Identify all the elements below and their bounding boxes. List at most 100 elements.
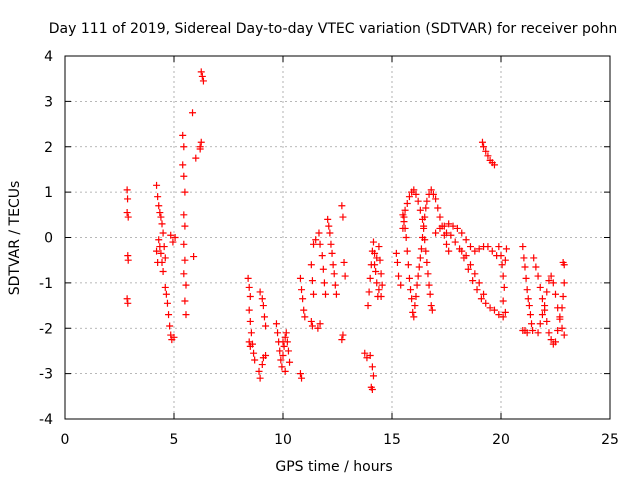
data-point [319, 265, 327, 273]
data-point [524, 295, 532, 303]
data-point [124, 213, 132, 221]
data-point [327, 240, 335, 248]
axis-ticks: 0 5 10 15 20 25 -4 -3 -2 -1 0 1 2 3 4 [39, 49, 619, 448]
data-point [547, 272, 555, 280]
data-point [445, 220, 453, 228]
data-point [166, 322, 174, 330]
x-tick-label: 25 [601, 432, 619, 448]
data-point [247, 329, 255, 337]
data-point [405, 274, 413, 282]
data-point [341, 272, 349, 280]
data-point [167, 231, 175, 239]
data-point [529, 327, 537, 335]
data-point [159, 268, 167, 276]
data-point [180, 172, 188, 180]
data-point [197, 138, 205, 146]
data-point [401, 206, 409, 214]
data-point [179, 161, 187, 169]
data-point [412, 190, 420, 198]
x-axis-label: GPS time / hours [275, 459, 392, 475]
data-point [158, 220, 166, 228]
data-point [484, 243, 492, 251]
data-point [316, 240, 324, 248]
data-point [296, 274, 304, 282]
data-point [413, 281, 421, 289]
data-point [377, 270, 385, 278]
data-point [159, 229, 167, 237]
data-point [451, 238, 459, 246]
data-point [462, 252, 470, 260]
data-point [307, 261, 315, 269]
data-point [180, 240, 188, 248]
data-point [425, 281, 433, 289]
data-point [528, 320, 536, 328]
data-point [278, 363, 286, 371]
x-tick-label: 0 [61, 432, 70, 448]
data-point [325, 222, 333, 230]
data-point [422, 247, 430, 255]
data-point [426, 290, 434, 298]
data-point [326, 229, 334, 237]
data-point [312, 236, 320, 244]
data-point [477, 295, 485, 303]
data-point [157, 213, 165, 221]
data-point [372, 268, 380, 276]
data-point [480, 143, 488, 151]
data-point [424, 270, 432, 278]
data-point [552, 338, 559, 346]
data-point [402, 234, 410, 241]
data-point [155, 202, 163, 210]
data-point [179, 131, 187, 139]
data-point [410, 313, 418, 321]
data-point [332, 290, 340, 298]
data-point [368, 386, 376, 394]
plot-frame [64, 55, 611, 420]
data-point [153, 181, 161, 189]
data-point [190, 253, 198, 261]
data-point [366, 274, 374, 282]
data-point [197, 68, 205, 76]
data-point [495, 243, 503, 251]
data-point [329, 261, 337, 269]
data-point [543, 317, 551, 325]
data-point [423, 258, 431, 266]
data-point [371, 261, 379, 269]
data-point [482, 147, 490, 155]
y-tick-label: -4 [39, 412, 53, 428]
data-point [458, 247, 466, 255]
data-point [534, 329, 542, 337]
data-point [475, 279, 483, 287]
y-tick-label: -3 [39, 367, 53, 383]
data-point [162, 290, 170, 298]
data-point [277, 356, 285, 364]
data-point [421, 236, 429, 244]
data-point [432, 195, 440, 203]
data-point [182, 281, 190, 289]
data-point [368, 363, 376, 371]
data-point [393, 258, 401, 266]
data-point [192, 154, 200, 162]
data-point [157, 249, 165, 257]
data-point [155, 236, 163, 244]
data-point [547, 336, 555, 344]
data-point [486, 304, 494, 312]
data-point [499, 297, 507, 305]
data-point [282, 329, 290, 337]
data-point [245, 338, 253, 346]
data-point [180, 211, 188, 219]
data-point [464, 265, 472, 273]
data-point [196, 145, 204, 153]
data-point [545, 329, 553, 337]
data-point [397, 281, 405, 289]
data-point [375, 286, 383, 294]
data-point [536, 320, 544, 328]
data-point [300, 306, 308, 314]
data-point [519, 243, 527, 251]
data-point [161, 254, 169, 262]
data-point [181, 256, 189, 264]
data-point [373, 279, 381, 287]
data-point [458, 229, 466, 237]
data-point [462, 236, 470, 244]
data-point [520, 254, 528, 262]
x-tick-label: 10 [274, 432, 292, 448]
